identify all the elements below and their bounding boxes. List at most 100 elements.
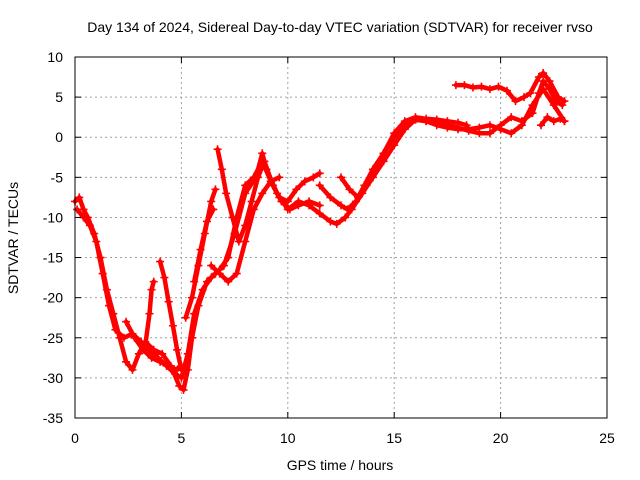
data-series (71, 69, 569, 394)
data-point-marker (462, 121, 471, 130)
data-point-marker (179, 385, 188, 394)
data-point-marker (111, 325, 120, 334)
data-point-marker (196, 245, 205, 254)
data-point-marker (139, 345, 148, 354)
x-tick-label: 25 (599, 430, 615, 446)
data-point-marker (556, 114, 565, 123)
data-point-marker (73, 205, 82, 214)
data-point-marker (494, 82, 503, 91)
series-track-12 (451, 69, 569, 106)
data-point-marker (520, 93, 529, 102)
data-point-marker (422, 114, 431, 123)
data-point-marker (551, 97, 560, 106)
data-point-marker (119, 333, 128, 342)
data-point-marker (209, 205, 218, 214)
data-point-marker (177, 365, 186, 374)
data-point-marker (128, 365, 137, 374)
y-tick-label: -5 (51, 169, 64, 185)
data-point-marker (502, 86, 511, 95)
y-tick-label: 5 (55, 89, 63, 105)
data-point-marker (232, 269, 241, 278)
data-point-marker (181, 313, 190, 322)
data-point-marker (207, 197, 216, 206)
data-point-marker (164, 361, 173, 370)
data-point-marker (241, 181, 250, 190)
data-point-marker (122, 357, 131, 366)
data-point-marker (485, 85, 494, 94)
data-point-marker (215, 269, 224, 278)
data-point-marker (98, 269, 107, 278)
data-point-marker (485, 121, 494, 130)
series-line (142, 279, 156, 349)
data-point-marker (475, 129, 484, 138)
data-point-marker (326, 193, 335, 202)
series-track-5 (156, 257, 186, 374)
y-tick-label: 0 (55, 129, 63, 145)
plot-frame (74, 56, 608, 419)
data-point-marker (294, 201, 303, 210)
data-point-marker (149, 277, 158, 286)
data-point-marker (315, 201, 324, 210)
data-point-marker (241, 237, 250, 246)
data-point-marker (164, 297, 173, 306)
data-point-marker (228, 213, 237, 222)
data-point-marker (156, 257, 165, 266)
data-point-marker (343, 205, 352, 214)
data-point-marker (362, 181, 371, 190)
data-point-marker (292, 185, 301, 194)
data-point-marker (122, 317, 131, 326)
y-axis-label: SDTVAR / TECUs (5, 182, 21, 294)
data-point-marker (400, 117, 409, 126)
data-point-marker (507, 129, 516, 138)
data-point-marker (105, 301, 114, 310)
data-point-marker (147, 285, 156, 294)
data-point-marker (477, 82, 486, 91)
data-point-marker (526, 89, 535, 98)
data-point-marker (354, 193, 363, 202)
data-point-marker (260, 157, 269, 166)
data-point-marker (177, 373, 186, 382)
data-point-marker (534, 89, 543, 98)
data-point-marker (258, 149, 267, 158)
data-point-marker (443, 117, 452, 126)
data-point-marker (432, 115, 441, 124)
data-point-marker (454, 118, 463, 127)
data-point-marker (198, 285, 207, 294)
data-point-marker (485, 129, 494, 138)
data-point-marker (496, 121, 505, 130)
tick-labels: 0 5 10 15 20 25 -35 -30 -25 -20 -15 -10 -5 0 5 10 (43, 49, 615, 446)
data-point-marker (468, 83, 477, 92)
data-point-marker (411, 113, 420, 122)
data-point-marker (511, 97, 520, 106)
data-point-marker (147, 353, 156, 362)
data-point-marker (549, 101, 558, 110)
data-point-marker (168, 321, 177, 330)
data-point-marker (305, 197, 314, 206)
data-point-marker (207, 261, 216, 270)
data-point-marker (451, 81, 460, 90)
data-point-marker (379, 149, 388, 158)
data-point-marker (92, 237, 101, 246)
data-point-marker (211, 185, 220, 194)
data-point-marker (254, 173, 263, 182)
y-tick-label: -10 (43, 209, 63, 225)
data-point-marker (517, 117, 526, 126)
data-point-marker (258, 189, 267, 198)
data-point-marker (141, 341, 150, 350)
data-point-marker (130, 333, 139, 342)
data-point-marker (224, 253, 233, 262)
data-point-marker (545, 77, 554, 86)
x-tick-label: 10 (280, 430, 296, 446)
data-point-marker (460, 81, 469, 90)
data-point-marker (543, 113, 552, 122)
series-track-11 (337, 113, 471, 202)
data-point-marker (554, 93, 563, 102)
y-tick-label: -30 (43, 370, 63, 386)
data-point-marker (207, 273, 216, 282)
series-track-8 (213, 145, 324, 246)
data-point-marker (190, 309, 199, 318)
data-point-marker (558, 101, 567, 110)
data-point-marker (75, 193, 84, 202)
x-tick-label: 5 (178, 430, 186, 446)
data-point-marker (188, 293, 197, 302)
